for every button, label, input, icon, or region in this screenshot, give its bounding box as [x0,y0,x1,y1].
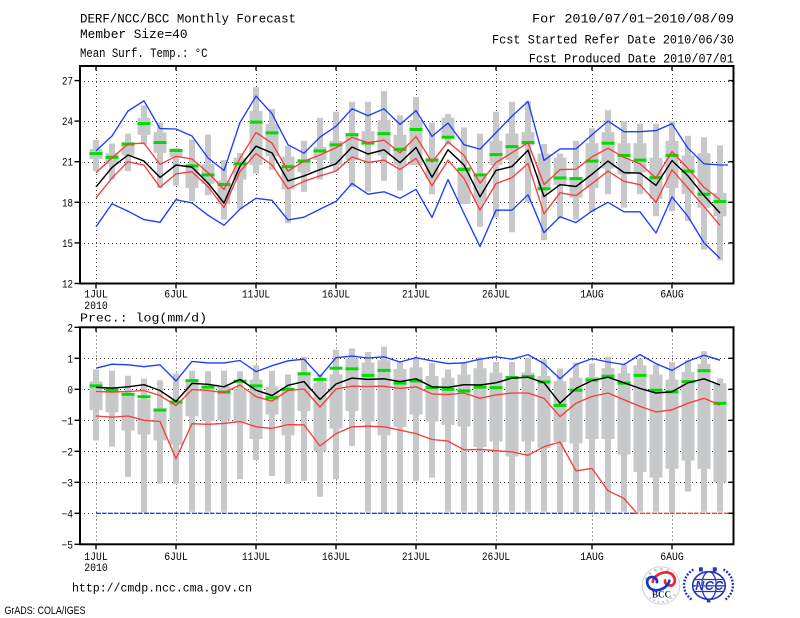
svg-text:−3: −3 [62,478,74,490]
svg-text:6JUL: 6JUL [164,552,188,564]
svg-text:1JUL: 1JUL [84,290,108,302]
svg-text:Fcst Produced Date 2010/07/01: Fcst Produced Date 2010/07/01 [529,52,734,67]
svg-text:6AUG: 6AUG [660,290,684,302]
svg-text:1JUL: 1JUL [84,552,108,564]
svg-text:Member Size=40: Member Size=40 [80,27,188,42]
svg-text:1AUG: 1AUG [580,552,604,564]
svg-text:1: 1 [68,354,74,366]
svg-text:BCC: BCC [652,590,671,600]
svg-text:0: 0 [68,385,74,397]
svg-text:27: 27 [62,77,73,89]
svg-text:GrADS: COLA/IGES: GrADS: COLA/IGES [5,605,86,617]
svg-text:26JUL: 26JUL [482,552,510,564]
svg-text:−5: −5 [62,540,74,552]
svg-text:DERF/NCC/BCC Monthly Forecast: DERF/NCC/BCC Monthly Forecast [80,12,296,27]
svg-text:−4: −4 [62,509,74,521]
svg-text:Fcst Started Refer Date 2010/0: Fcst Started Refer Date 2010/06/30 [492,33,734,48]
svg-text:26JUL: 26JUL [482,290,510,302]
svg-text:12: 12 [62,280,73,292]
svg-text:11JUL: 11JUL [242,552,270,564]
svg-text:2010: 2010 [84,563,108,575]
svg-text:http://cmdp.ncc.cma.gov.cn: http://cmdp.ncc.cma.gov.cn [72,582,252,596]
svg-text:6JUL: 6JUL [164,290,188,302]
svg-text:Mean Surf. Temp.: °C: Mean Surf. Temp.: °C [80,46,208,61]
svg-text:−2: −2 [62,447,74,459]
svg-text:For 2010/07/01−2010/08/09: For 2010/07/01−2010/08/09 [532,12,734,27]
svg-text:16JUL: 16JUL [322,552,350,564]
svg-text:21JUL: 21JUL [402,290,430,302]
svg-text:21JUL: 21JUL [402,552,430,564]
svg-text:24: 24 [62,117,73,129]
svg-text:Prec.: log(mm/d): Prec.: log(mm/d) [80,312,207,326]
svg-text:21: 21 [62,158,73,170]
svg-text:−1: −1 [62,416,74,428]
svg-text:1AUG: 1AUG [580,290,604,302]
svg-text:NCC: NCC [695,579,724,593]
svg-text:2010: 2010 [84,301,108,313]
svg-text:15: 15 [62,239,73,251]
svg-text:16JUL: 16JUL [322,290,350,302]
svg-text:6AUG: 6AUG [660,552,684,564]
svg-text:11JUL: 11JUL [242,290,270,302]
svg-text:2: 2 [68,323,74,335]
svg-text:18: 18 [62,198,73,210]
